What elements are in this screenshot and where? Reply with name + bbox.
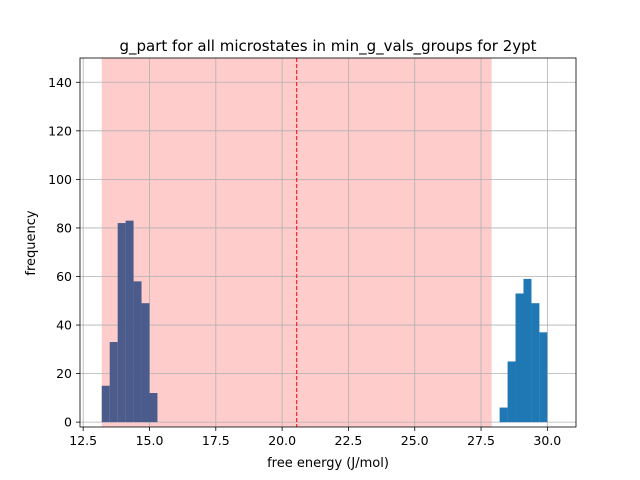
- x-tick-label-7: 30.0: [533, 433, 561, 448]
- y-tick-label-1: 20: [56, 366, 72, 381]
- y-tick-label-2: 40: [56, 318, 72, 333]
- bar-series1-3: [125, 220, 134, 423]
- x-tick-label-1: 15.0: [136, 433, 164, 448]
- axes-frame: [79, 57, 577, 428]
- y-tick-label-4: 80: [56, 220, 72, 235]
- y-tick-label-3: 60: [56, 269, 72, 284]
- x-tick-label-5: 25.0: [401, 433, 429, 448]
- plot-area: 12.5 15.0 17.5 20.0 22.5 25.0 27.5 30.0 0 20 40 60 8…: [48, 57, 577, 448]
- x-tick-label-4: 22.5: [335, 433, 363, 448]
- x-tick-label-0: 12.5: [69, 433, 97, 448]
- y-tick-label-7: 140: [48, 75, 72, 90]
- bar-series2-5: [539, 332, 548, 423]
- x-tick-label-3: 20.0: [268, 433, 296, 448]
- chart-title: g_part for all microstates in min_g_vals…: [119, 37, 536, 56]
- bar-series2-0: [499, 407, 508, 423]
- bar-series2-2: [515, 293, 524, 423]
- bar-series1-5: [141, 303, 150, 423]
- y-tick-label-0: 0: [64, 415, 72, 430]
- bar-series1-6: [149, 393, 158, 423]
- x-tick-label-6: 27.5: [467, 433, 495, 448]
- x-tick-label-2: 17.5: [202, 433, 230, 448]
- bar-series2-4: [531, 303, 540, 423]
- bar-series1-1: [109, 342, 118, 423]
- bar-series1-2: [117, 223, 126, 423]
- y-tick-label-6: 120: [48, 123, 72, 138]
- x-axis-label: free energy (J/mol): [267, 456, 389, 471]
- y-tick-label-5: 100: [48, 172, 72, 187]
- bar-series2-3: [523, 278, 532, 423]
- y-axis-label: frequency: [24, 210, 39, 276]
- bar-series1-0: [101, 385, 110, 423]
- bar-series2-1: [507, 361, 516, 423]
- bar-series1-4: [133, 281, 142, 423]
